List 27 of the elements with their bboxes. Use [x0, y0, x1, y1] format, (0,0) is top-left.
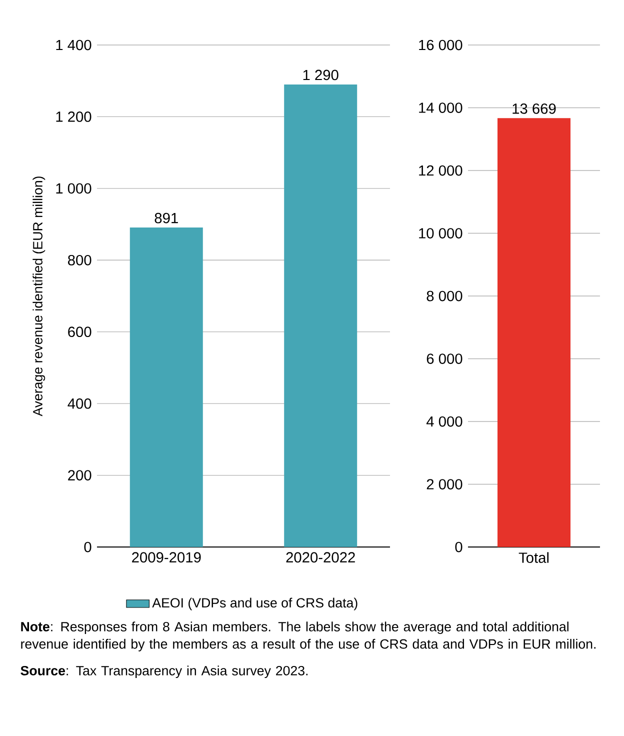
- y-tick-label: 800: [68, 254, 92, 266]
- y-tick-label: 1 400: [56, 40, 92, 50]
- data-label: 1 290: [303, 70, 338, 80]
- x-tick-label: 2020-2022: [286, 552, 355, 563]
- text: Source: Tax Transparency in Asia survey 2023.: [20, 666, 308, 678]
- y-tick-label: 2 000: [426, 479, 462, 490]
- y-tick-label: 10 000: [419, 228, 462, 238]
- x-tick-label: 2009-2019: [132, 552, 201, 563]
- legend-label: AEOI (VDPs and use of CRS data): [152, 598, 358, 610]
- y-tick-label: 0: [455, 542, 462, 552]
- y-tick-label: 200: [68, 470, 92, 480]
- y-tick-label: 1 200: [56, 112, 92, 122]
- y-tick-label: 8 000: [426, 290, 462, 302]
- data-label: 13 669: [512, 104, 556, 114]
- y-tick-label: 400: [68, 398, 92, 409]
- data-label: 891: [154, 212, 178, 224]
- y-tick-label: 4 000: [426, 416, 462, 427]
- y-tick-label: 1 000: [56, 183, 92, 194]
- y-tick-label: 16 000: [419, 40, 462, 50]
- x-tick-label: Total: [518, 552, 549, 563]
- y-tick-label: 12 000: [419, 165, 462, 176]
- y-tick-label: 600: [68, 326, 92, 338]
- y-tick-label: 14 000: [419, 102, 462, 113]
- y-axis-title: Average revenue identified (EUR million): [32, 176, 46, 416]
- y-tick-label: 0: [84, 542, 92, 552]
- y-tick-label: 6 000: [426, 354, 462, 364]
- text: Note: Responses from 8 Asian members. The labels show the average and total additional revenue identified by the members as a result of the use of CRS data and VDPs in EUR million.: [21, 622, 596, 652]
